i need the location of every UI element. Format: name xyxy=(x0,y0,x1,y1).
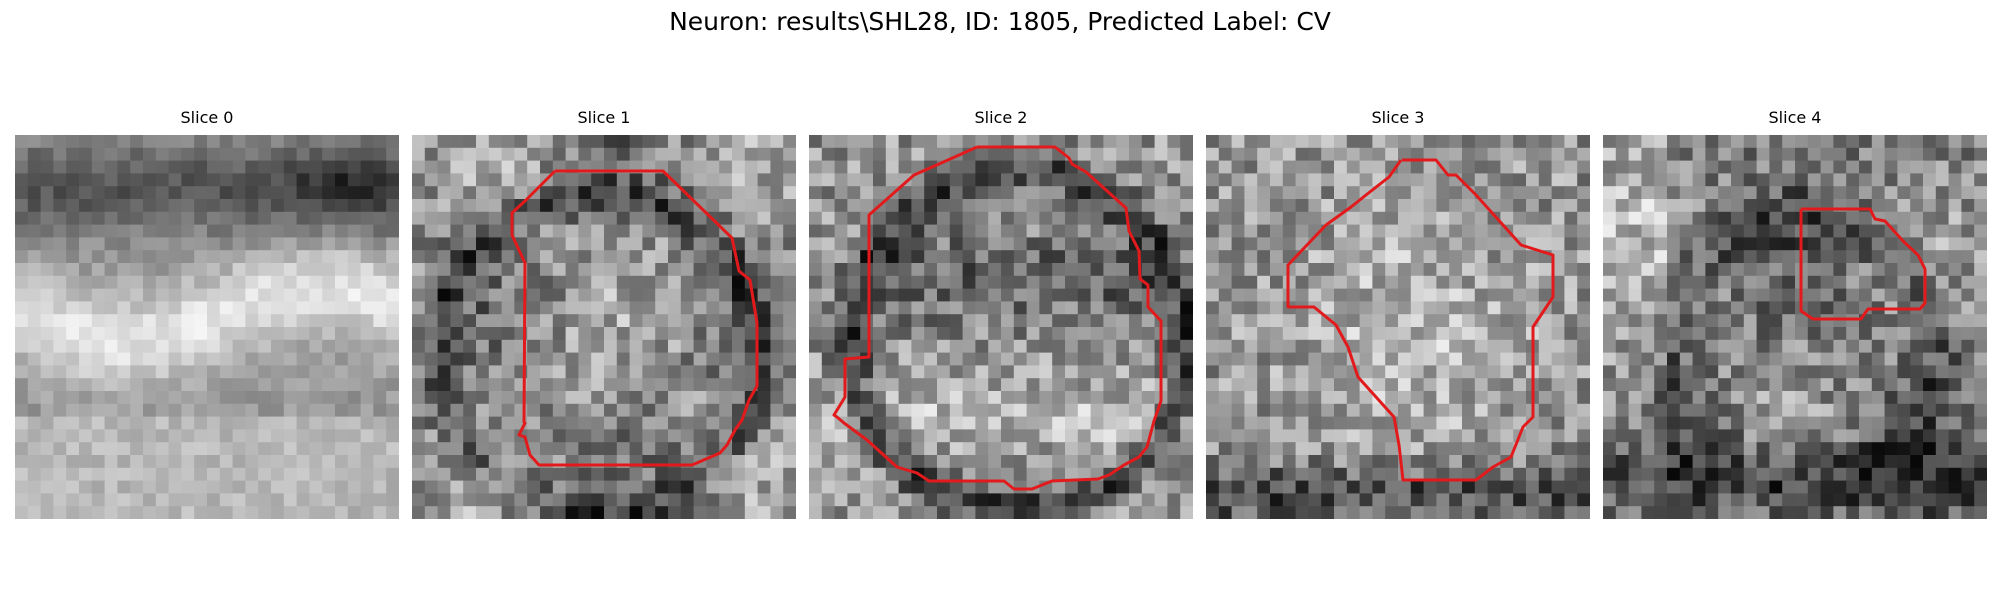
slice-1-pixels xyxy=(412,135,796,519)
slice-2-contour xyxy=(832,145,1163,491)
slice-4-canvas xyxy=(1603,135,1987,519)
slice-1-canvas xyxy=(412,135,796,519)
slice-3-contour xyxy=(1286,158,1555,482)
slice-2-title: Slice 2 xyxy=(974,108,1028,127)
slice-1-title: Slice 1 xyxy=(577,108,631,127)
slice-3-pixels xyxy=(1206,135,1590,519)
slice-4-contour xyxy=(1799,207,1927,321)
slice-1-image xyxy=(412,135,796,519)
slice-0-pixels xyxy=(15,135,399,519)
slice-2-pixels xyxy=(809,135,1193,519)
slice-4-image xyxy=(1603,135,1987,519)
slice-4-pixels xyxy=(1603,135,1987,519)
slice-3-canvas xyxy=(1206,135,1590,519)
slice-1-contour xyxy=(510,169,759,467)
slice-3-image xyxy=(1206,135,1590,519)
slice-2-image xyxy=(809,135,1193,519)
figure-title: Neuron: results\SHL28, ID: 1805, Predict… xyxy=(669,7,1331,36)
slice-4-title: Slice 4 xyxy=(1768,108,1822,127)
slice-2-canvas xyxy=(809,135,1193,519)
slice-0-title: Slice 0 xyxy=(180,108,234,127)
slice-0-image xyxy=(15,135,399,519)
slice-3-title: Slice 3 xyxy=(1371,108,1425,127)
slice-0-canvas xyxy=(15,135,399,519)
